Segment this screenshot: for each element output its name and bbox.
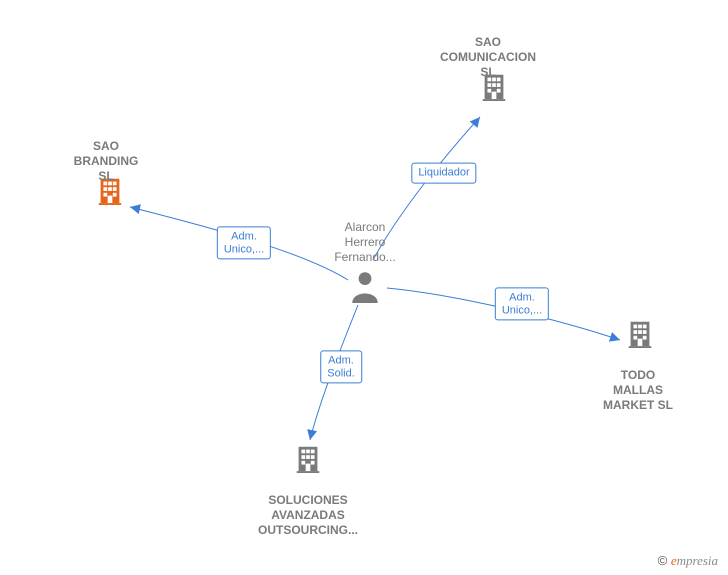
company-label-text: SAO BRANDING SL — [36, 139, 176, 184]
person-icon — [305, 269, 425, 303]
edge-label-soluciones-avanzadas[interactable]: Adm. Solid. — [320, 350, 362, 383]
company-label-soluciones-avanzadas: SOLUCIONES AVANZADAS OUTSOURCING... — [238, 493, 378, 538]
center-node-label: Alarcon Herrero Fernando... — [305, 220, 425, 265]
company-label-text: TODO MALLAS MARKET SL — [568, 368, 708, 413]
company-node-soluciones-avanzadas[interactable] — [293, 443, 323, 478]
company-label-text: SOLUCIONES AVANZADAS OUTSOURCING... — [238, 493, 378, 538]
center-node[interactable]: Alarcon Herrero Fernando... — [305, 220, 425, 303]
brand-rest: mpresia — [677, 553, 718, 568]
company-label-sao-comunicacion: SAO COMUNICACION SL — [418, 35, 558, 80]
edge-label-todo-mallas[interactable]: Adm. Unico,... — [495, 287, 549, 320]
company-node-todo-mallas[interactable] — [625, 318, 655, 353]
relationship-diagram: Alarcon Herrero Fernando... © empresia S… — [0, 0, 728, 575]
edge-label-sao-comunicacion[interactable]: Liquidador — [411, 163, 476, 184]
company-label-sao-branding: SAO BRANDING SL — [36, 139, 176, 184]
company-label-text: SAO COMUNICACION SL — [418, 35, 558, 80]
company-label-todo-mallas: TODO MALLAS MARKET SL — [568, 368, 708, 413]
building-icon — [625, 318, 655, 353]
edge-label-sao-branding[interactable]: Adm. Unico,... — [217, 226, 271, 259]
copyright-symbol: © — [658, 553, 668, 568]
building-icon — [293, 443, 323, 478]
footer-credit: © empresia — [658, 553, 718, 569]
